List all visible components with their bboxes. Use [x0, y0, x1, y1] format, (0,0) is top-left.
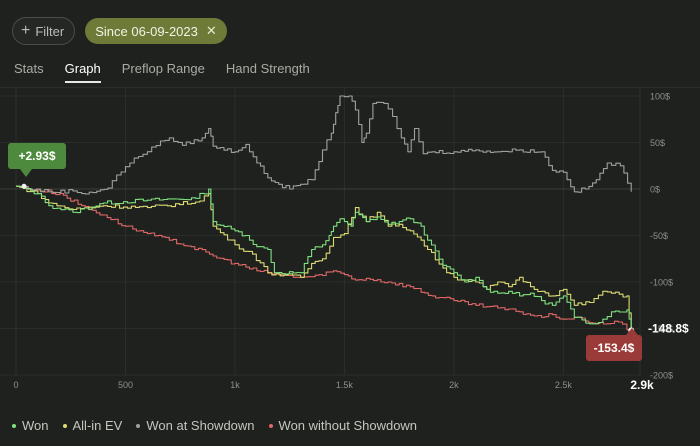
x-tick-label: 500 — [118, 380, 133, 390]
legend-label: All-in EV — [72, 418, 123, 433]
y-tick-label: -50$ — [650, 231, 668, 241]
series-line-won-without-showdown — [16, 185, 632, 332]
x-tick-label: 0 — [13, 380, 18, 390]
end-label-won: -148.8$ — [648, 321, 689, 335]
x-tick-label: 1.5k — [336, 380, 354, 390]
legend-item-all-in-ev[interactable]: All-in EV — [62, 418, 123, 433]
grid — [0, 88, 641, 376]
filter-button[interactable]: + Filter — [12, 17, 76, 45]
start-label: +2.93$ — [18, 149, 55, 163]
tab-stats[interactable]: Stats — [14, 61, 44, 76]
y-tick-label: -100$ — [650, 278, 673, 288]
y-tick-label: -200$ — [650, 371, 673, 381]
end-badge-pointer — [626, 328, 638, 335]
series-line-won-at-showdown — [16, 95, 632, 195]
tab-bar: Stats Graph Preflop Range Hand Strength — [14, 61, 331, 83]
series-lines — [16, 95, 632, 332]
legend-dot — [62, 423, 67, 428]
legend: Won All-in EV Won at Showdown Won withou… — [12, 418, 431, 433]
y-tick-label: 100$ — [650, 92, 670, 102]
series-line-all-in-ev — [16, 185, 632, 331]
x-axis: 0 500 1k 1.5k 2k 2.5k 2.9k — [13, 378, 654, 392]
start-point — [21, 183, 27, 189]
legend-item-won-without-showdown[interactable]: Won without Showdown — [268, 418, 418, 433]
y-tick-label: -150$ — [650, 324, 673, 334]
x-tick-label: 2.5k — [555, 380, 573, 390]
legend-item-won[interactable]: Won — [12, 418, 49, 433]
y-tick-label: 0$ — [650, 185, 660, 195]
start-badge-pointer — [20, 169, 32, 177]
legend-label: Won at Showdown — [146, 418, 255, 433]
legend-label: Won — [22, 418, 49, 433]
legend-item-won-at-showdown[interactable]: Won at Showdown — [136, 418, 255, 433]
legend-dot — [136, 423, 141, 428]
toolbar: + Filter Since 06-09-2023 ✕ — [12, 17, 227, 45]
start-badge — [8, 143, 66, 169]
y-axis: 100$ 50$ 0$ -50$ -100$ -150$ -200$ — [650, 92, 673, 381]
date-filter-chip[interactable]: Since 06-09-2023 ✕ — [85, 18, 227, 44]
tab-preflop-range[interactable]: Preflop Range — [121, 61, 205, 76]
x-tick-label: 2k — [449, 380, 459, 390]
legend-dot — [12, 423, 16, 428]
markers: +2.93$ -148.8$ -153.4$ — [8, 143, 689, 361]
legend-dot — [268, 423, 273, 428]
date-filter-label: Since 06-09-2023 — [95, 23, 198, 39]
x-end-label: 2.9k — [630, 378, 654, 392]
profit-chart[interactable]: 100$ 50$ 0$ -50$ -100$ -150$ -200$ 0 500 1k 1.5k 2… — [0, 88, 700, 410]
tab-graph[interactable]: Graph — [64, 61, 101, 83]
end-badge — [586, 335, 642, 361]
y-tick-label: 50$ — [650, 138, 665, 148]
legend-label: Won without Showdown — [278, 418, 418, 433]
end-label-without-showdown: -153.4$ — [594, 341, 635, 355]
divider — [0, 87, 700, 88]
x-tick-label: 1k — [230, 380, 240, 390]
filter-button-label: Filter — [35, 23, 65, 39]
plus-icon: + — [21, 22, 31, 39]
close-icon[interactable]: ✕ — [205, 23, 217, 38]
series-line-won — [16, 185, 632, 331]
tab-hand-strength[interactable]: Hand Strength — [225, 61, 310, 76]
